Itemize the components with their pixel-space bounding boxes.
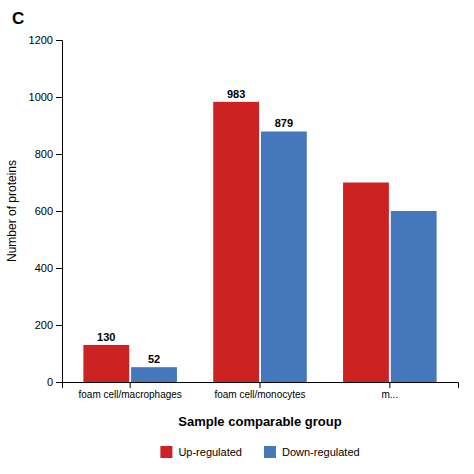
y-tick: 800 <box>35 148 62 160</box>
y-tick-label: 800 <box>35 148 53 160</box>
x-axis-title: Sample comparable group <box>178 414 341 429</box>
y-tick-label: 0 <box>47 376 53 388</box>
bar <box>213 102 259 382</box>
legend-swatch <box>264 446 276 458</box>
legend-label: Up-regulated <box>178 446 242 458</box>
legend-item: Up-regulated <box>160 446 242 458</box>
x-axis-line <box>63 383 459 389</box>
y-tick-mark <box>56 211 62 212</box>
x-tick: m... <box>382 382 399 400</box>
y-tick-label: 200 <box>35 319 53 331</box>
x-tick-label: foam cell/monocytes <box>214 389 305 400</box>
chart-container: 0 200 400 600 800 1000 1200 foam cell/macrophag… <box>0 0 474 474</box>
y-tick: 400 <box>35 262 62 274</box>
legend: Up-regulated Down-regulated <box>160 446 359 458</box>
bar-series <box>83 102 388 382</box>
x-tick: foam cell/macrophages <box>78 382 181 400</box>
y-tick-label: 1000 <box>29 91 53 103</box>
legend-item: Down-regulated <box>264 446 360 458</box>
y-tick-label: 400 <box>35 262 53 274</box>
data-label: 879 <box>275 117 293 129</box>
bar <box>131 367 177 382</box>
y-tick-label: 1200 <box>29 34 53 46</box>
x-axis: foam cell/macrophages foam cell/monocytes… <box>63 382 459 400</box>
bar-series <box>131 131 436 382</box>
y-axis-title: Number of proteins <box>5 160 19 262</box>
bar <box>391 211 437 382</box>
y-tick: 200 <box>35 319 62 331</box>
x-tick-mark <box>260 382 261 388</box>
bar <box>343 183 389 383</box>
title: C <box>12 9 24 28</box>
data-label: 983 <box>227 88 245 100</box>
legend-label: Down-regulated <box>282 446 360 458</box>
x-tick-mark <box>130 382 131 388</box>
x-tick-label: foam cell/macrophages <box>78 389 181 400</box>
y-tick-label: 600 <box>35 205 53 217</box>
y-tick-mark <box>56 40 62 41</box>
x-tick: foam cell/monocytes <box>214 382 305 400</box>
data-label: 130 <box>97 331 115 343</box>
x-tick-mark <box>389 382 390 388</box>
data-label: 52 <box>148 353 160 365</box>
y-tick-mark <box>56 97 62 98</box>
x-tick-label: m... <box>382 389 399 400</box>
y-tick-mark <box>56 154 62 155</box>
y-axis: 0 200 400 600 800 1000 1200 <box>29 34 63 388</box>
bars <box>83 102 436 382</box>
data-labels: 130 983 52 879 <box>97 88 293 365</box>
y-tick: 1200 <box>29 34 62 46</box>
y-tick: 600 <box>35 205 62 217</box>
chart-svg: 0 200 400 600 800 1000 1200 foam cell/macrophag… <box>0 0 474 474</box>
y-axis-line <box>56 41 63 383</box>
bar <box>83 345 129 382</box>
y-tick: 0 <box>47 376 62 388</box>
plot-area: 0 200 400 600 800 1000 1200 foam cell/macrophag… <box>29 34 459 400</box>
y-tick: 1000 <box>29 91 62 103</box>
y-tick-mark <box>56 382 62 383</box>
bar <box>261 131 307 382</box>
legend-swatch <box>160 446 172 458</box>
y-tick-mark <box>56 325 62 326</box>
y-tick-mark <box>56 268 62 269</box>
